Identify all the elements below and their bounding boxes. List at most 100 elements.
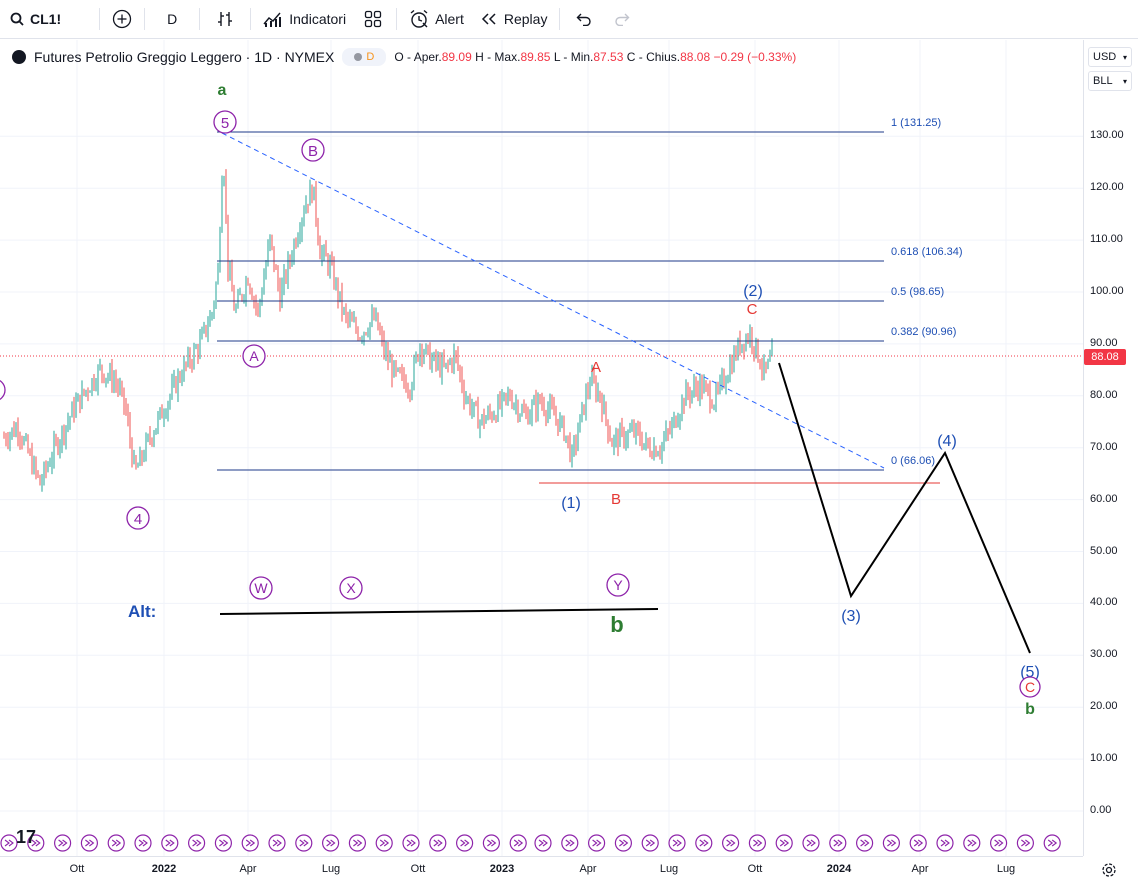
alert-button[interactable]: Alert (401, 0, 472, 38)
high-value: 89.85 (520, 50, 551, 64)
indicators-button[interactable]: Indicatori (255, 0, 354, 38)
event-marker-icon[interactable] (989, 834, 1008, 852)
chart-type-button[interactable] (204, 0, 246, 38)
interval-label: D (167, 11, 178, 27)
event-marker-icon[interactable] (641, 834, 659, 852)
event-marker-icon[interactable] (322, 834, 340, 852)
undo-button[interactable] (564, 0, 604, 38)
replay-label: Replay (503, 11, 548, 27)
redo-button[interactable] (604, 0, 640, 38)
event-marker-icon[interactable] (829, 834, 847, 852)
event-marker-icon[interactable] (695, 834, 713, 852)
fib-label-0618: 0.618 (106.34) (891, 246, 963, 258)
event-marker-icon[interactable] (53, 834, 72, 852)
badge-label: D (366, 51, 375, 63)
gear-icon[interactable] (1101, 862, 1117, 878)
fib-label-1: 1 (131.25) (891, 117, 941, 129)
open-label: O - Aper. (394, 50, 442, 64)
wave-c-circle: C (1019, 676, 1041, 698)
event-marker-icon[interactable] (534, 834, 552, 852)
event-marker-icon[interactable] (855, 834, 874, 852)
price-tick-label: 20.00 (1090, 700, 1118, 713)
legend-title[interactable]: Futures Petrolio Greggio Leggero · 1D · … (34, 49, 335, 65)
wave-3-paren: (3) (841, 608, 861, 625)
event-marker-icon[interactable] (721, 834, 740, 852)
wave-b-red: B (611, 491, 621, 508)
compare-button[interactable] (104, 0, 140, 38)
event-marker-icon[interactable] (802, 834, 820, 852)
price-tick-label: 10.00 (1090, 752, 1118, 765)
event-markers[interactable] (0, 834, 1061, 852)
divider (559, 8, 561, 30)
event-marker-icon[interactable] (963, 834, 981, 852)
search-icon (10, 12, 24, 26)
event-marker-icon[interactable] (614, 834, 633, 852)
price-tick-label: 70.00 (1090, 440, 1118, 453)
event-marker-icon[interactable] (509, 834, 527, 852)
time-axis[interactable] (0, 856, 1083, 890)
chart-legend: Futures Petrolio Greggio Leggero · 1D · … (12, 48, 796, 66)
event-marker-icon[interactable] (107, 834, 125, 852)
high-label: H - Max. (475, 50, 521, 64)
event-marker-icon[interactable] (268, 834, 286, 852)
event-marker-icon[interactable] (27, 834, 45, 852)
chart-drawings: 1 (131.25) 0.618 (106.34) 0.5 (98.65) 0.… (0, 82, 1083, 718)
wave-4-paren: (4) (937, 433, 957, 450)
event-marker-icon[interactable] (775, 834, 793, 852)
event-marker-icon[interactable] (348, 834, 366, 852)
wave-b-circle: B (301, 138, 325, 162)
low-label: L - Min. (553, 50, 594, 64)
status-dot-icon (354, 53, 363, 61)
divider (144, 8, 146, 30)
event-marker-icon[interactable] (402, 834, 420, 852)
event-marker-icon[interactable] (134, 834, 152, 852)
event-marker-icon[interactable] (80, 834, 99, 852)
redo-icon (615, 13, 630, 26)
time-tick-label: 2024 (826, 863, 852, 875)
currency-selector[interactable]: USD ▾ (1088, 47, 1132, 67)
indicators-label: Indicatori (289, 11, 347, 27)
wave-y-circle: Y (606, 573, 630, 597)
event-marker-icon[interactable] (295, 834, 313, 852)
last-price-tag: 88.08 (1084, 349, 1126, 365)
layouts-button[interactable] (354, 0, 392, 38)
event-marker-icon[interactable] (188, 834, 206, 852)
top-toolbar: CL1! D Indicatori Alert Replay (0, 0, 1138, 39)
replay-button[interactable]: Replay (472, 0, 556, 38)
price-candles (3, 169, 773, 492)
event-marker-icon[interactable] (882, 834, 901, 852)
wave-a-text: A (249, 348, 259, 364)
event-marker-icon[interactable] (1043, 834, 1061, 852)
close-label: C - Chius. (626, 50, 681, 64)
undo-icon (576, 13, 592, 26)
event-marker-icon[interactable] (429, 834, 447, 852)
data-status-badge[interactable]: D (342, 48, 387, 66)
event-marker-icon[interactable] (1016, 834, 1035, 852)
event-marker-icon[interactable] (936, 834, 954, 852)
wave-x-circle: X (339, 576, 363, 600)
unit-selector[interactable]: BLL ▾ (1088, 71, 1132, 91)
event-marker-icon[interactable] (909, 834, 927, 852)
event-marker-icon[interactable] (375, 834, 393, 852)
bar-chart-icon (218, 12, 233, 26)
open-value: 89.09 (441, 50, 472, 64)
event-marker-icon[interactable] (214, 834, 232, 852)
indicators-icon (263, 12, 282, 27)
divider (396, 8, 398, 30)
event-marker-icon[interactable] (668, 834, 686, 852)
event-marker-icon[interactable] (161, 834, 179, 852)
symbol-search-button[interactable]: CL1! (0, 0, 69, 38)
price-chart[interactable]: 1 (131.25) 0.618 (106.34) 0.5 (98.65) 0.… (0, 40, 1083, 856)
event-marker-icon[interactable] (456, 834, 474, 852)
event-marker-icon[interactable] (748, 834, 767, 852)
chevron-down-icon: ▾ (1122, 76, 1127, 86)
event-marker-icon[interactable] (0, 834, 18, 852)
event-marker-icon[interactable] (561, 834, 579, 852)
interval-button[interactable]: D (149, 0, 195, 38)
currency-label: USD (1093, 51, 1117, 63)
event-marker-icon[interactable] (241, 834, 259, 852)
event-marker-icon[interactable] (587, 834, 606, 852)
event-marker-icon[interactable] (482, 834, 500, 852)
price-axis[interactable] (1083, 40, 1138, 856)
wave-4-text: 4 (134, 511, 142, 528)
